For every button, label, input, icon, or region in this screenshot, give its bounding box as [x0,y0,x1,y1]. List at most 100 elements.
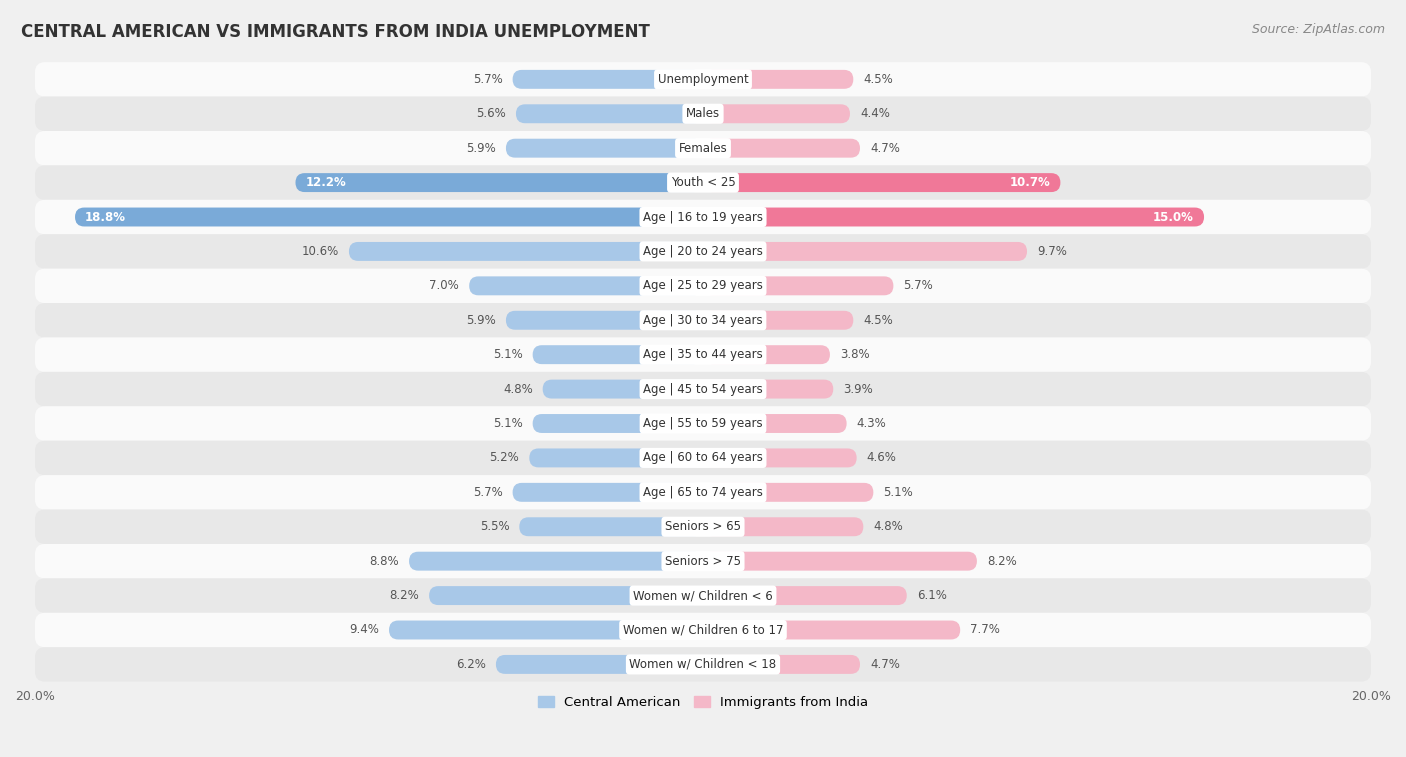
FancyBboxPatch shape [429,586,703,605]
FancyBboxPatch shape [703,483,873,502]
FancyBboxPatch shape [35,303,1371,338]
Text: Seniors > 65: Seniors > 65 [665,520,741,533]
Text: Males: Males [686,107,720,120]
Text: 4.7%: 4.7% [870,142,900,154]
FancyBboxPatch shape [35,407,1371,441]
FancyBboxPatch shape [543,379,703,398]
Text: 4.3%: 4.3% [856,417,886,430]
FancyBboxPatch shape [513,70,703,89]
Text: 5.2%: 5.2% [489,451,519,465]
Text: 4.8%: 4.8% [873,520,903,533]
FancyBboxPatch shape [349,242,703,261]
FancyBboxPatch shape [529,448,703,467]
Text: 4.5%: 4.5% [863,73,893,86]
FancyBboxPatch shape [35,475,1371,509]
FancyBboxPatch shape [35,269,1371,303]
FancyBboxPatch shape [35,544,1371,578]
FancyBboxPatch shape [703,586,907,605]
Text: Females: Females [679,142,727,154]
FancyBboxPatch shape [519,517,703,536]
FancyBboxPatch shape [703,173,1060,192]
FancyBboxPatch shape [703,448,856,467]
FancyBboxPatch shape [703,379,834,398]
Text: 5.1%: 5.1% [883,486,912,499]
FancyBboxPatch shape [703,276,893,295]
Text: 15.0%: 15.0% [1153,210,1194,223]
Text: 10.6%: 10.6% [302,245,339,258]
FancyBboxPatch shape [35,372,1371,407]
Text: Women w/ Children 6 to 17: Women w/ Children 6 to 17 [623,624,783,637]
FancyBboxPatch shape [703,139,860,157]
FancyBboxPatch shape [506,139,703,157]
FancyBboxPatch shape [703,242,1026,261]
Text: 4.8%: 4.8% [503,382,533,396]
FancyBboxPatch shape [496,655,703,674]
FancyBboxPatch shape [703,70,853,89]
Text: 4.4%: 4.4% [860,107,890,120]
FancyBboxPatch shape [35,578,1371,613]
Text: Age | 65 to 74 years: Age | 65 to 74 years [643,486,763,499]
Text: 7.7%: 7.7% [970,624,1000,637]
FancyBboxPatch shape [35,62,1371,97]
Text: Age | 16 to 19 years: Age | 16 to 19 years [643,210,763,223]
FancyBboxPatch shape [409,552,703,571]
Text: Age | 60 to 64 years: Age | 60 to 64 years [643,451,763,465]
FancyBboxPatch shape [516,104,703,123]
Text: 6.2%: 6.2% [456,658,486,671]
Text: Unemployment: Unemployment [658,73,748,86]
FancyBboxPatch shape [533,414,703,433]
Text: Women w/ Children < 6: Women w/ Children < 6 [633,589,773,602]
Text: Age | 20 to 24 years: Age | 20 to 24 years [643,245,763,258]
FancyBboxPatch shape [703,655,860,674]
Text: CENTRAL AMERICAN VS IMMIGRANTS FROM INDIA UNEMPLOYMENT: CENTRAL AMERICAN VS IMMIGRANTS FROM INDI… [21,23,650,41]
Text: 9.7%: 9.7% [1038,245,1067,258]
Text: Women w/ Children < 18: Women w/ Children < 18 [630,658,776,671]
FancyBboxPatch shape [75,207,703,226]
Text: 4.5%: 4.5% [863,313,893,327]
FancyBboxPatch shape [470,276,703,295]
Text: 5.6%: 5.6% [477,107,506,120]
Text: Age | 35 to 44 years: Age | 35 to 44 years [643,348,763,361]
Text: 8.8%: 8.8% [370,555,399,568]
FancyBboxPatch shape [703,311,853,330]
FancyBboxPatch shape [295,173,703,192]
FancyBboxPatch shape [703,345,830,364]
FancyBboxPatch shape [703,207,1204,226]
Text: 8.2%: 8.2% [987,555,1017,568]
FancyBboxPatch shape [513,483,703,502]
Text: Age | 45 to 54 years: Age | 45 to 54 years [643,382,763,396]
FancyBboxPatch shape [35,509,1371,544]
Text: 9.4%: 9.4% [349,624,380,637]
Text: 5.5%: 5.5% [479,520,509,533]
FancyBboxPatch shape [35,234,1371,269]
Text: 12.2%: 12.2% [305,176,346,189]
Text: 5.7%: 5.7% [472,73,502,86]
Text: 5.7%: 5.7% [472,486,502,499]
Legend: Central American, Immigrants from India: Central American, Immigrants from India [533,690,873,714]
FancyBboxPatch shape [703,414,846,433]
Text: 6.1%: 6.1% [917,589,946,602]
Text: 5.1%: 5.1% [494,348,523,361]
Text: 5.9%: 5.9% [467,142,496,154]
FancyBboxPatch shape [35,441,1371,475]
FancyBboxPatch shape [506,311,703,330]
FancyBboxPatch shape [703,517,863,536]
Text: 3.8%: 3.8% [839,348,869,361]
Text: 3.9%: 3.9% [844,382,873,396]
Text: 5.9%: 5.9% [467,313,496,327]
Text: 7.0%: 7.0% [429,279,460,292]
Text: 8.2%: 8.2% [389,589,419,602]
Text: 4.6%: 4.6% [866,451,897,465]
FancyBboxPatch shape [35,647,1371,681]
Text: Age | 25 to 29 years: Age | 25 to 29 years [643,279,763,292]
Text: Age | 30 to 34 years: Age | 30 to 34 years [643,313,763,327]
Text: 18.8%: 18.8% [84,210,127,223]
Text: 5.1%: 5.1% [494,417,523,430]
Text: 10.7%: 10.7% [1010,176,1050,189]
FancyBboxPatch shape [35,338,1371,372]
Text: 5.7%: 5.7% [904,279,934,292]
Text: Age | 55 to 59 years: Age | 55 to 59 years [643,417,763,430]
FancyBboxPatch shape [35,97,1371,131]
Text: Source: ZipAtlas.com: Source: ZipAtlas.com [1251,23,1385,36]
FancyBboxPatch shape [533,345,703,364]
